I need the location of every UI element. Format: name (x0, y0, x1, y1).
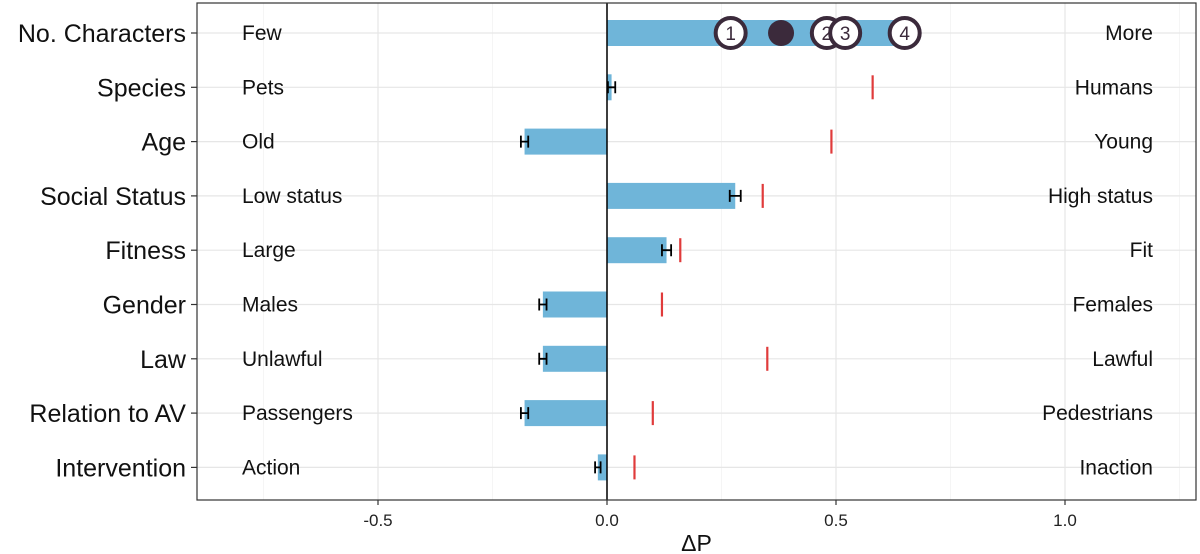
character-marker-label: 1 (725, 24, 736, 45)
category-label: Relation to AV (29, 400, 186, 428)
left-pole-label: Few (242, 22, 283, 45)
bar (542, 291, 607, 318)
x-tick-label: 0.0 (595, 511, 619, 530)
error-bar (661, 244, 673, 257)
x-tick-label: 1.0 (1053, 511, 1077, 530)
error-bar (519, 135, 530, 148)
character-marker (828, 16, 863, 50)
category-label: Species (97, 74, 186, 102)
left-pole-label: Low status (242, 185, 342, 208)
right-pole-label: Humans (1075, 76, 1153, 99)
right-pole-label: Females (1072, 294, 1153, 317)
bar (524, 400, 607, 427)
error-bar (538, 352, 548, 365)
category-labels: No. Characters Species Age Social Status Fit… (18, 20, 197, 482)
left-pole-label: Passengers (242, 402, 353, 425)
right-pole-label: Inaction (1079, 456, 1153, 479)
grid-lines (197, 3, 1196, 500)
left-pole-label: Males (242, 294, 298, 317)
character-marker-label: 2 (822, 24, 833, 45)
left-pole-label: Large (242, 239, 296, 262)
bar (597, 454, 607, 481)
character-marker-label: 4 (899, 24, 910, 45)
left-pole-label: Action (242, 456, 300, 479)
error-bar (538, 298, 548, 311)
category-label: Gender (103, 292, 186, 320)
x-axis-title: ΔP (681, 530, 712, 554)
left-pole-label: Old (242, 131, 275, 154)
right-pole-label: Fit (1130, 239, 1153, 262)
bar (607, 237, 667, 264)
category-label: Law (140, 346, 187, 374)
error-bar (594, 461, 602, 474)
bar (524, 128, 607, 155)
bar (607, 182, 736, 209)
right-pole-label: Young (1094, 131, 1153, 154)
error-bars (519, 81, 742, 474)
character-marker (713, 16, 748, 50)
category-label: Fitness (105, 237, 186, 265)
plot-panel-border (196, 2, 1197, 501)
error-bar (728, 189, 742, 202)
character-marker (887, 16, 922, 50)
category-label: Age (142, 129, 186, 157)
x-tick-label: -0.5 (363, 511, 392, 530)
error-bar (519, 407, 530, 420)
side-labels: Few Pets Old Low status Large Males Unlawful Pa… (242, 22, 1153, 479)
right-pole-label: Lawful (1092, 348, 1153, 371)
left-pole-label: Pets (242, 76, 284, 99)
character-marker-label: 3 (840, 24, 851, 45)
error-bar (607, 81, 617, 94)
right-pole-label: Pedestrians (1042, 402, 1153, 425)
right-pole-label: More (1105, 22, 1153, 45)
category-label: Intervention (55, 454, 186, 482)
category-label: Social Status (40, 183, 186, 211)
x-axis-ticks: -0.5 0.0 0.5 1.0 (363, 500, 1077, 530)
left-pole-label: Unlawful (242, 348, 323, 371)
character-marker-filled (768, 20, 795, 46)
category-label: No. Characters (18, 20, 186, 48)
right-pole-label: High status (1048, 185, 1153, 208)
bar (542, 345, 607, 372)
x-tick-label: 0.5 (824, 511, 848, 530)
